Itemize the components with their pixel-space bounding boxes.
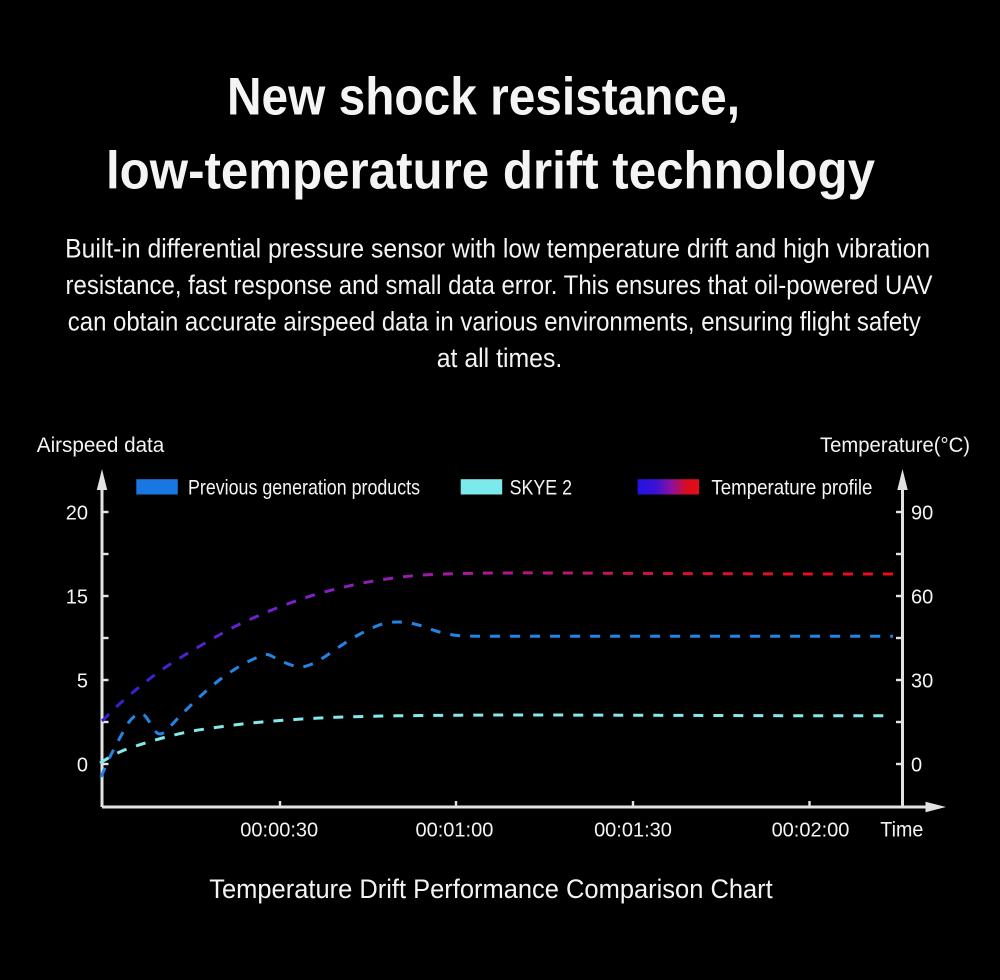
svg-text:00:01:00: 00:01:00 — [415, 820, 493, 842]
svg-text:Temperature profile: Temperature profile — [711, 477, 872, 500]
svg-text:0: 0 — [77, 755, 88, 777]
svg-text:00:02:00: 00:02:00 — [772, 820, 850, 842]
svg-text:Temperature(°C): Temperature(°C) — [820, 434, 970, 457]
svg-text:can obtain accurate airspeed d: can obtain accurate airspeed data in var… — [68, 306, 921, 336]
svg-text:60: 60 — [911, 587, 933, 609]
svg-text:New shock resistance,: New shock resistance, — [227, 68, 740, 127]
svg-text:30: 30 — [911, 671, 933, 693]
svg-text:low-temperature drift technolo: low-temperature drift technology — [106, 142, 875, 201]
svg-text:Temperature Drift Performance: Temperature Drift Performance Comparison… — [209, 874, 773, 904]
svg-text:SKYE 2: SKYE 2 — [510, 477, 572, 500]
svg-text:Built-in differential pressure: Built-in differential pressure sensor wi… — [65, 233, 930, 263]
svg-text:15: 15 — [66, 587, 88, 609]
svg-text:00:00:30: 00:00:30 — [240, 820, 318, 842]
svg-text:resistance, fast response and: resistance, fast response and small data… — [66, 270, 933, 300]
svg-text:00:01:30: 00:01:30 — [594, 820, 672, 842]
svg-text:5: 5 — [77, 671, 88, 693]
svg-text:90: 90 — [911, 503, 933, 525]
svg-text:Airspeed data: Airspeed data — [37, 434, 165, 457]
svg-text:20: 20 — [66, 503, 88, 525]
svg-text:Time: Time — [880, 819, 923, 842]
svg-text:0: 0 — [911, 755, 922, 777]
svg-text:Previous generation products: Previous generation products — [188, 477, 420, 500]
svg-text:at all times.: at all times. — [437, 343, 563, 373]
